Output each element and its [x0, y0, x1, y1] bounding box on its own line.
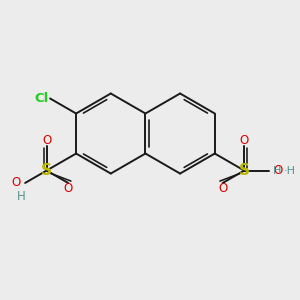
Text: O: O [12, 176, 21, 189]
Text: H: H [16, 190, 25, 202]
Text: S: S [239, 163, 250, 178]
Text: Cl: Cl [34, 92, 48, 105]
Text: O: O [273, 164, 283, 177]
Text: S: S [41, 163, 52, 178]
Text: O: O [64, 182, 73, 195]
Text: O: O [218, 182, 227, 195]
Text: O: O [42, 134, 51, 147]
Text: O: O [240, 134, 249, 147]
Text: ·H: ·H [284, 166, 296, 176]
Text: H: H [273, 166, 282, 176]
